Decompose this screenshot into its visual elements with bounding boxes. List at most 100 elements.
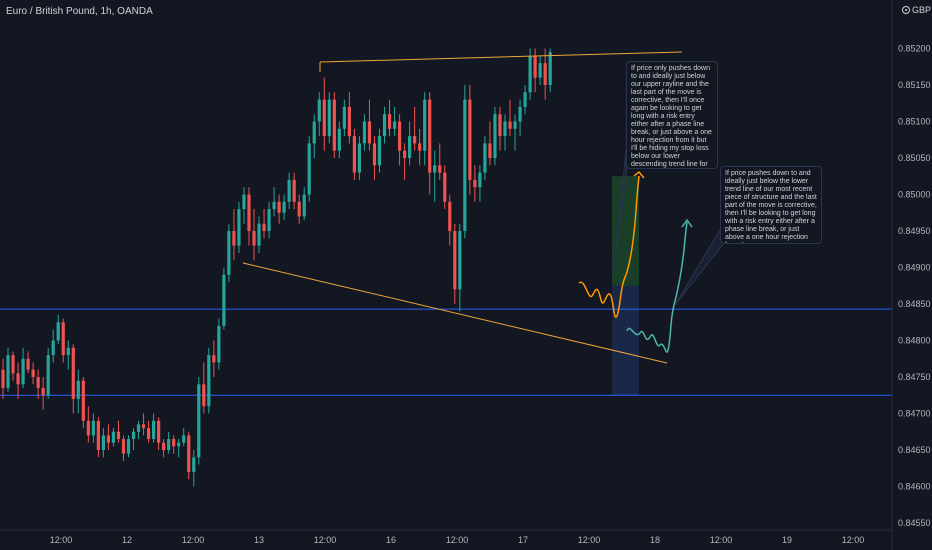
x-tick-label: 12:00 [314, 535, 337, 545]
candle [61, 318, 65, 363]
candle [242, 187, 246, 224]
candle [443, 165, 447, 210]
candle [342, 99, 346, 137]
candle [418, 128, 422, 166]
candle [182, 428, 186, 447]
annotation-note-upper[interactable]: If price only pushes down to and ideally… [626, 61, 718, 169]
candle [367, 99, 372, 151]
y-tick-label: 0.84850 [898, 299, 931, 309]
y-tick-label: 0.84800 [898, 336, 931, 346]
candle [91, 413, 95, 443]
candle [56, 314, 60, 345]
candle [302, 187, 306, 221]
y-tick-label: 0.84750 [898, 372, 931, 382]
candle [136, 420, 141, 440]
candle [488, 121, 492, 166]
candle [21, 347, 25, 388]
candle [267, 201, 271, 239]
candle [16, 362, 20, 399]
y-tick-label: 0.85200 [898, 44, 931, 54]
candle [473, 165, 477, 202]
candle [101, 428, 105, 458]
candle [523, 85, 527, 115]
y-tick-label: 0.85100 [898, 117, 931, 127]
candle [362, 114, 367, 151]
candle [518, 99, 522, 137]
candle [453, 223, 457, 304]
candle [448, 194, 452, 246]
candle [403, 143, 407, 180]
candle [357, 136, 362, 180]
candle [66, 340, 70, 370]
candle [116, 420, 121, 443]
candle [111, 428, 116, 447]
upper-rayline[interactable] [319, 51, 683, 63]
candle [41, 377, 45, 410]
candle [36, 369, 40, 399]
candle [131, 428, 136, 450]
x-tick-label: 12:00 [50, 535, 73, 545]
candle [192, 450, 196, 487]
candle [157, 417, 161, 450]
candle [297, 194, 301, 224]
risk-zone [612, 285, 639, 396]
y-tick-label: 0.84950 [898, 226, 931, 236]
candle [513, 114, 517, 151]
candle [468, 85, 472, 195]
candle [126, 435, 131, 458]
x-tick-label: 16 [386, 535, 396, 545]
candle [31, 362, 35, 385]
candle [478, 165, 482, 202]
candle [26, 351, 30, 374]
green-projection-path [626, 221, 688, 353]
candle [332, 92, 336, 158]
note-lower-callout [674, 229, 729, 306]
candle [207, 347, 211, 414]
candle [372, 136, 377, 180]
x-tick-label: 18 [650, 535, 660, 545]
candle [222, 267, 226, 330]
candle [337, 121, 341, 158]
candle [177, 439, 181, 458]
candle [252, 209, 256, 261]
green-arrowhead-icon [681, 218, 693, 228]
candle [277, 194, 281, 224]
candle [202, 362, 206, 414]
y-tick-label: 0.84900 [898, 263, 931, 273]
candle [162, 439, 166, 458]
candle [413, 106, 417, 151]
candle [232, 209, 236, 261]
y-tick-label: 0.84600 [898, 482, 931, 492]
candle [121, 435, 126, 461]
candle [76, 369, 80, 414]
x-tick-label: 12:00 [182, 535, 205, 545]
orange-arrowhead-icon [633, 170, 645, 179]
candle [96, 417, 100, 458]
candle [493, 106, 497, 166]
x-tick-label: 12:00 [710, 535, 733, 545]
x-tick-label: 13 [254, 535, 264, 545]
candle [187, 431, 191, 480]
y-tick-label: 0.85000 [898, 190, 931, 200]
candle [71, 344, 75, 414]
candle [292, 172, 296, 210]
candle [498, 106, 502, 151]
candle [167, 431, 171, 454]
candle [1, 358, 5, 399]
x-tick-label: 12:00 [446, 535, 469, 545]
lower-trend-line[interactable] [242, 262, 668, 364]
candle [347, 92, 351, 144]
candle [262, 209, 266, 239]
candle [81, 377, 85, 429]
currency-label: GBP [912, 5, 932, 15]
candle [528, 48, 532, 100]
candle [287, 172, 291, 210]
candle [433, 150, 437, 202]
candle [352, 128, 356, 180]
candle [503, 114, 507, 151]
candle [392, 106, 397, 137]
y-tick-label: 0.85050 [898, 153, 931, 163]
annotation-note-lower[interactable]: If price pushes down to and ideally just… [720, 166, 822, 244]
currency-selector[interactable]: GBP [902, 5, 931, 15]
